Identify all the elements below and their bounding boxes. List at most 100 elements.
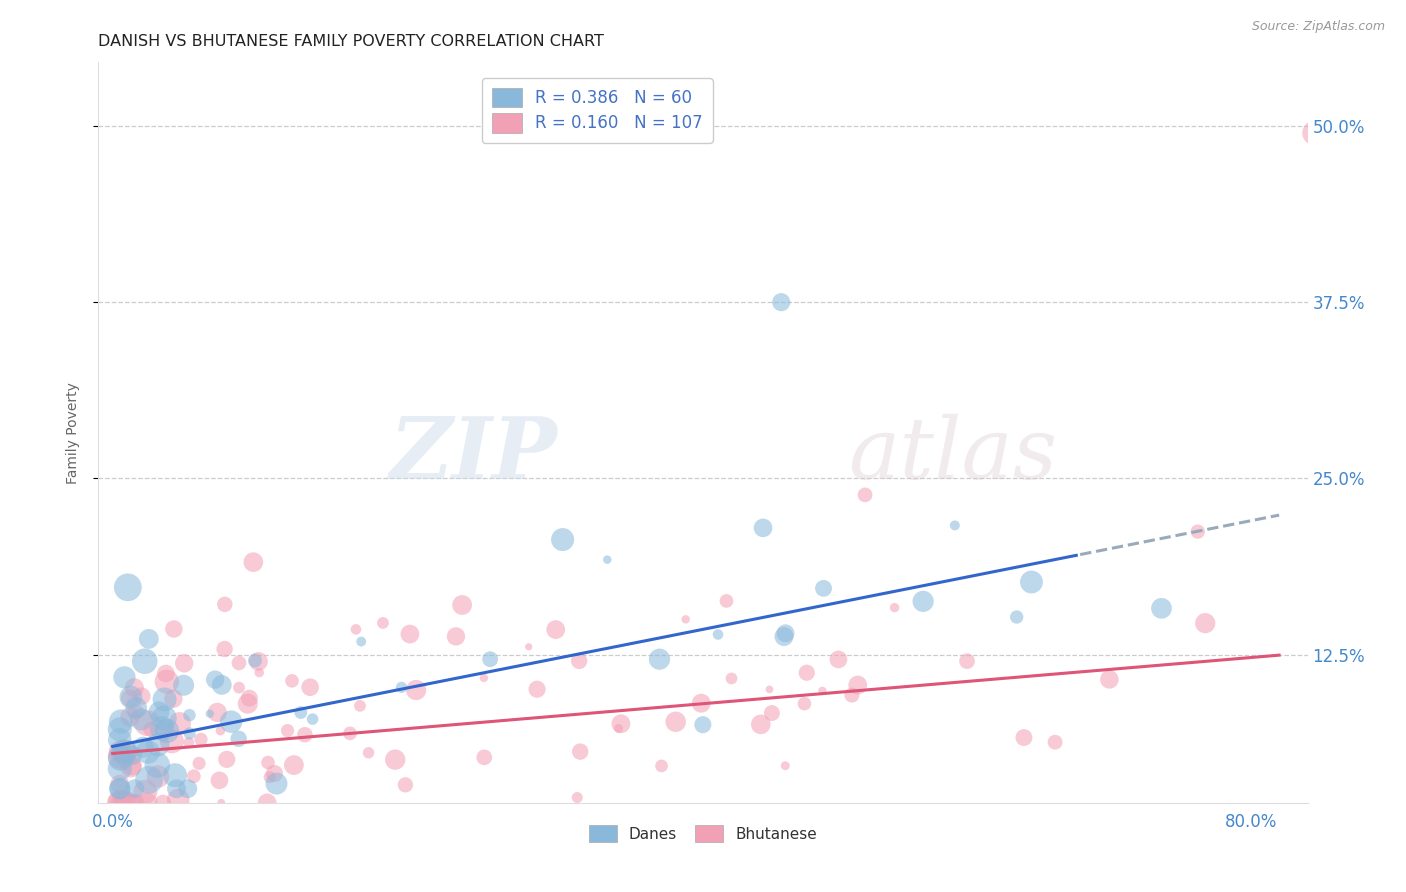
Point	[118, 691, 141, 706]
Point	[169, 716, 191, 731]
Point	[134, 785, 156, 799]
Point	[290, 706, 312, 720]
Point	[120, 690, 142, 704]
Point	[228, 731, 250, 746]
Point	[394, 778, 416, 792]
Point	[125, 700, 148, 714]
Point	[238, 691, 260, 706]
Point	[707, 627, 730, 641]
Point	[108, 745, 131, 759]
Point	[1187, 524, 1209, 539]
Point	[912, 594, 935, 608]
Point	[257, 756, 280, 770]
Point	[596, 552, 619, 566]
Point	[117, 580, 139, 594]
Legend: Danes, Bhutanese: Danes, Bhutanese	[583, 819, 823, 848]
Point	[124, 781, 146, 796]
Point	[228, 656, 250, 670]
Point	[761, 706, 783, 720]
Point	[124, 705, 146, 719]
Point	[177, 736, 200, 750]
Point	[150, 721, 173, 735]
Point	[569, 745, 592, 759]
Point	[846, 678, 869, 692]
Text: atlas: atlas	[848, 414, 1057, 496]
Point	[173, 678, 195, 692]
Point	[610, 716, 633, 731]
Point	[153, 711, 176, 725]
Point	[720, 672, 742, 686]
Point	[108, 723, 131, 737]
Point	[405, 683, 427, 698]
Point	[607, 722, 630, 736]
Point	[263, 766, 285, 780]
Point	[544, 623, 567, 637]
Point	[943, 518, 966, 533]
Point	[1150, 601, 1173, 615]
Point	[243, 653, 266, 667]
Point	[215, 752, 238, 766]
Point	[526, 682, 548, 697]
Point	[567, 790, 589, 805]
Point	[163, 622, 186, 636]
Point	[188, 756, 211, 771]
Point	[156, 674, 179, 689]
Point	[472, 750, 495, 764]
Point	[148, 705, 170, 719]
Point	[1012, 731, 1035, 745]
Point	[650, 759, 672, 773]
Point	[114, 796, 136, 810]
Point	[1021, 575, 1043, 590]
Point	[121, 758, 143, 772]
Point	[956, 654, 979, 668]
Point	[207, 706, 229, 720]
Point	[299, 680, 322, 694]
Point	[136, 796, 159, 810]
Point	[247, 665, 270, 680]
Point	[301, 712, 323, 726]
Point	[211, 678, 233, 692]
Point	[247, 655, 270, 669]
Point	[256, 796, 278, 810]
Point	[775, 626, 797, 640]
Point	[294, 728, 316, 742]
Point	[114, 748, 136, 763]
Point	[749, 717, 772, 731]
Point	[108, 762, 131, 776]
Point	[111, 796, 134, 810]
Point	[479, 652, 502, 666]
Point	[179, 726, 201, 740]
Point	[108, 732, 131, 747]
Point	[344, 623, 367, 637]
Point	[118, 710, 141, 724]
Point	[108, 781, 131, 796]
Point	[758, 682, 780, 697]
Point	[131, 690, 153, 704]
Point	[209, 723, 232, 738]
Point	[214, 642, 236, 657]
Point	[551, 533, 574, 547]
Point	[108, 796, 131, 810]
Point	[155, 666, 177, 681]
Point	[129, 712, 152, 726]
Point	[136, 745, 159, 759]
Point	[283, 758, 305, 772]
Point	[198, 706, 221, 721]
Point	[120, 760, 142, 774]
Point	[770, 295, 793, 310]
Point	[1194, 616, 1216, 631]
Point	[793, 697, 815, 711]
Point	[259, 770, 281, 784]
Point	[1303, 126, 1326, 140]
Point	[841, 688, 863, 702]
Text: Source: ZipAtlas.com: Source: ZipAtlas.com	[1251, 20, 1385, 33]
Point	[219, 714, 242, 729]
Point	[827, 652, 849, 666]
Point	[236, 697, 259, 711]
Point	[153, 692, 176, 706]
Point	[122, 796, 145, 810]
Point	[173, 657, 195, 671]
Point	[384, 753, 406, 767]
Text: DANISH VS BHUTANESE FAMILY POVERTY CORRELATION CHART: DANISH VS BHUTANESE FAMILY POVERTY CORRE…	[98, 34, 605, 49]
Point	[179, 708, 201, 723]
